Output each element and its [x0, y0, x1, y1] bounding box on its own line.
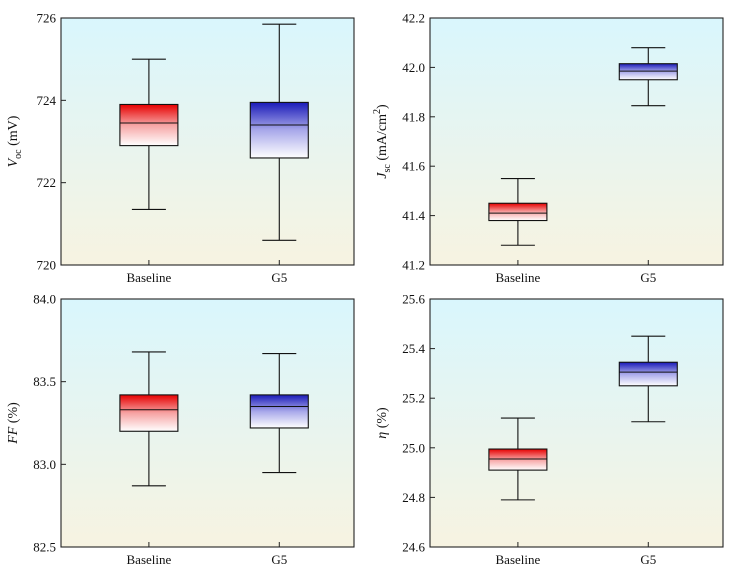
plot-background	[61, 18, 354, 265]
y-label-unit: (%)	[375, 407, 390, 432]
y-tick-label: 41.2	[402, 258, 425, 273]
plot-background	[430, 18, 723, 265]
y-tick-label: 25.2	[402, 391, 425, 406]
box-baseline	[119, 351, 179, 487]
plot-frame	[60, 298, 355, 548]
y-label-symbol: η	[375, 432, 390, 439]
y-tick-label: 83.0	[33, 457, 56, 472]
plot-frame	[60, 17, 355, 266]
box-g5	[618, 47, 678, 107]
y-tick-label: 82.5	[33, 540, 56, 555]
y-axis-label: FF (%)	[6, 402, 21, 445]
iqr-box	[119, 103, 179, 147]
y-label-symbol: V	[6, 157, 21, 167]
x-tick-label: Baseline	[127, 552, 172, 567]
y-label-subscript: oc	[13, 149, 24, 159]
y-label-symbol: J	[375, 172, 390, 179]
x-tick-label: Baseline	[496, 270, 541, 285]
y-tick-label: 41.6	[402, 159, 425, 174]
panel-voc: 720 722 724 726 Baseline G5 Voc (mV)	[6, 11, 355, 285]
x-tick-label: G5	[271, 270, 287, 285]
y-label-unit: (mV)	[6, 115, 21, 149]
box-baseline	[119, 58, 179, 210]
iqr-box	[488, 202, 548, 222]
iqr-box	[488, 448, 548, 471]
panel-eta: 24.6 24.8 25.0 25.2 25.4 25.6 Baseline G5 η (%)	[375, 292, 724, 567]
y-label-superscript: 2	[372, 109, 383, 114]
y-tick-label: 25.4	[402, 341, 425, 356]
y-tick-label: 84.0	[33, 292, 56, 307]
y-tick-label: 24.8	[402, 490, 425, 505]
y-tick-label: 25.0	[402, 440, 425, 455]
y-tick-label: 722	[37, 175, 57, 190]
y-tick-label: 83.5	[33, 374, 56, 389]
plot-frame	[429, 298, 724, 548]
box-baseline	[488, 417, 548, 501]
panel-jsc: 41.2 41.4 41.6 41.8 42.0 42.2 Baseline G5 Jsc (m…	[372, 11, 724, 285]
x-tick-label: Baseline	[496, 552, 541, 567]
y-tick-label: 724	[37, 93, 57, 108]
y-tick-label: 41.4	[402, 208, 425, 223]
box-baseline	[488, 178, 548, 246]
y-label-unit: (mA/cm	[375, 114, 390, 164]
y-axis-label: Jsc (mA/cm2)	[372, 104, 393, 179]
iqr-box	[618, 361, 678, 387]
y-label-unit: (%)	[6, 402, 21, 427]
plot-background	[61, 299, 354, 547]
box-g5	[249, 353, 309, 474]
box-g5	[249, 23, 309, 241]
y-tick-label: 42.2	[402, 11, 425, 26]
y-tick-label: 42.0	[402, 60, 425, 75]
y-axis-label: Voc (mV)	[6, 115, 24, 167]
y-tick-label: 25.6	[402, 292, 425, 307]
x-tick-label: G5	[271, 552, 287, 567]
plot-frame	[429, 17, 724, 266]
x-tick-label: Baseline	[127, 270, 172, 285]
y-tick-label: 720	[37, 258, 57, 273]
panel-ff: 82.5 83.0 83.5 84.0 Baseline G5 FF (%)	[6, 292, 355, 567]
y-tick-label: 41.8	[402, 109, 425, 124]
y-tick-label: 24.6	[402, 540, 425, 555]
y-axis-label: η (%)	[375, 407, 390, 439]
y-label-subscript: sc	[382, 164, 393, 173]
iqr-box	[249, 101, 309, 159]
y-tick-label: 726	[37, 11, 57, 26]
y-label-close-paren: )	[375, 104, 390, 109]
iqr-box	[249, 394, 309, 429]
x-tick-label: G5	[640, 270, 656, 285]
x-tick-label: G5	[640, 552, 656, 567]
plot-background	[430, 299, 723, 547]
y-label-symbol: FF	[6, 426, 21, 445]
iqr-box	[618, 63, 678, 81]
box-g5	[618, 335, 678, 423]
iqr-box	[119, 394, 179, 432]
